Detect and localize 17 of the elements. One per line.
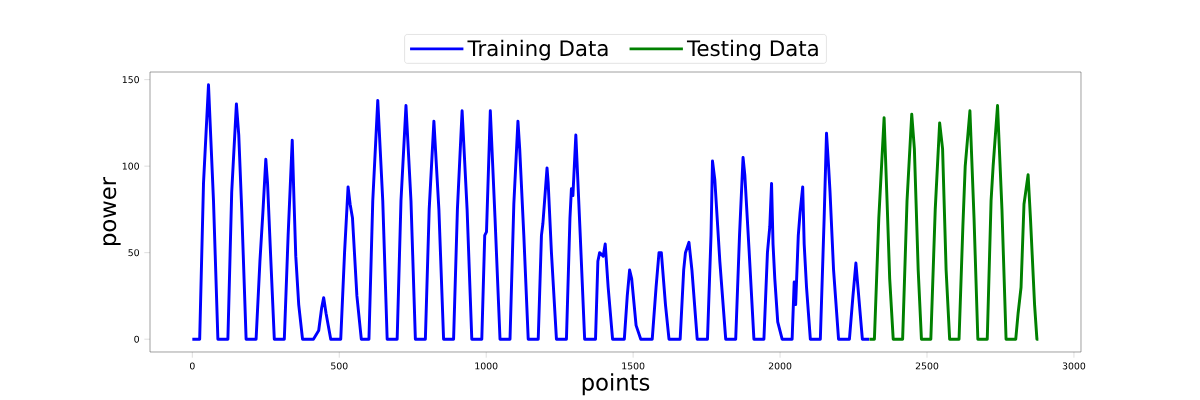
y-axis-title: power [103,177,121,246]
x-tick-label: 500 [331,362,348,370]
y-tick-label: 50 [128,249,139,257]
x-tick-label: 1500 [622,362,645,370]
y-tick-label: 150 [122,76,139,84]
line-series [867,104,1040,341]
x-tick-label: 2000 [768,362,792,370]
y-tick-label: 100 [122,162,139,170]
legend-label: Testing Data [686,39,818,61]
y-tick-label: 0 [134,335,139,343]
legend-label: Training Data [467,39,608,61]
x-tick-label: 0 [189,362,195,370]
x-tick-label: 1000 [475,362,498,370]
x-tick-label: 3000 [1062,362,1086,370]
x-tick-label: 2500 [915,362,939,370]
x-axis-title: points [582,373,650,396]
line-series [190,83,871,341]
